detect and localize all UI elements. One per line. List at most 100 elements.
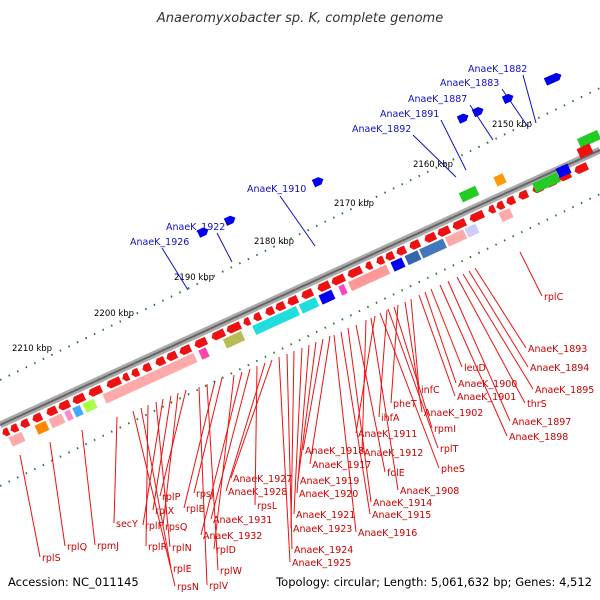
gene-feature-block [555, 163, 572, 178]
reverse-gene-arrow [72, 392, 87, 405]
forward-label-connector [161, 247, 189, 291]
reverse-label-connector [113, 416, 118, 524]
reverse-gene-label: AnaeK_1901 [457, 392, 516, 403]
reverse-gene-arrow [10, 423, 20, 433]
forward-gene-arrow [549, 72, 562, 84]
reverse-label-connector [333, 334, 357, 533]
gene-feature-block [498, 208, 514, 223]
reverse-gene-arrow [424, 231, 438, 243]
accession-text: Accession: NC_011145 [8, 575, 139, 589]
reverse-gene-arrow [452, 218, 468, 230]
reverse-gene-label: AnaeK_1925 [292, 558, 351, 569]
gene-feature-block [82, 398, 98, 413]
reverse-gene-label: AnaeK_1898 [509, 432, 568, 443]
reverse-label-connector [456, 276, 526, 404]
reverse-gene-label: pheT [393, 399, 417, 410]
kbp-tick-label: 2160 kbp [413, 160, 453, 170]
reverse-gene-arrow [122, 372, 131, 382]
reverse-gene-arrow [226, 321, 242, 334]
reverse-gene-label: AnaeK_1914 [373, 498, 432, 509]
forward-gene-arrow [223, 215, 236, 226]
reverse-gene-arrow [275, 300, 287, 312]
reverse-gene-label: AnaeK_1921 [296, 510, 355, 521]
reverse-gene-label: AnaeK_1916 [358, 528, 417, 539]
outer-tick-dots [0, 87, 600, 381]
gene-feature-block [298, 297, 320, 314]
reverse-gene-label: rplF [145, 521, 163, 532]
forward-gene-arrow [456, 113, 469, 124]
reverse-gene-label: rplP [162, 492, 181, 503]
reverse-gene-label: AnaeK_1923 [293, 524, 352, 535]
gene-feature-block [347, 264, 391, 292]
reverse-gene-label: AnaeK_1920 [299, 489, 358, 500]
reverse-gene-label: rpsN [177, 582, 199, 593]
reverse-gene-label: AnaeK_1928 [228, 487, 287, 498]
reverse-label-connector [393, 306, 433, 429]
reverse-gene-arrow [142, 362, 153, 373]
reverse-label-connector [183, 380, 216, 509]
reverse-gene-label: AnaeK_1932 [203, 531, 262, 542]
reverse-label-connector [132, 410, 176, 587]
reverse-gene-arrow [166, 350, 179, 362]
reverse-label-connector [254, 365, 258, 506]
gene-feature-block [318, 289, 336, 305]
reverse-label-connector [293, 347, 303, 515]
reverse-label-connector [206, 383, 219, 571]
reverse-label-connector [309, 335, 331, 465]
reverse-gene-label: AnaeK_1912 [364, 448, 423, 459]
reverse-gene-arrow [301, 288, 315, 300]
reverse-gene-label: rplS [42, 553, 61, 564]
reverse-gene-label: rpsJ [196, 489, 214, 500]
gene-feature-block [458, 185, 480, 203]
reverse-label-connector [200, 371, 243, 536]
reverse-label-connector [378, 309, 388, 418]
gene-feature-block [404, 250, 422, 266]
reverse-gene-arrow [506, 195, 517, 206]
reverse-gene-label: AnaeK_1918 [305, 446, 364, 457]
reverse-gene-label: rplB [186, 504, 205, 515]
reverse-gene-arrow [574, 162, 590, 175]
reverse-gene-label: infC [421, 385, 440, 396]
gene-feature-block [48, 413, 66, 429]
reverse-gene-label: rplX [155, 506, 175, 517]
reverse-label-connector [370, 317, 399, 491]
forward-gene-arrow [471, 107, 484, 118]
reverse-label-connector [198, 386, 208, 586]
forward-gene-arrow [196, 227, 209, 238]
reverse-label-connector [347, 327, 372, 503]
gene-feature-block [419, 238, 447, 259]
reverse-gene-label: rplD [216, 545, 236, 556]
kbp-tick-label: 2180 kbp [254, 237, 294, 247]
reverse-gene-label: rplC [544, 292, 564, 303]
reverse-gene-label: AnaeK_1924 [294, 545, 353, 556]
kbp-tick-label: 2200 kbp [94, 309, 134, 319]
reverse-gene-label: leuD [464, 363, 486, 374]
reverse-gene-label: AnaeK_1893 [528, 344, 587, 355]
reverse-label-connector [225, 362, 266, 492]
reverse-gene-arrow [88, 384, 104, 397]
reverse-gene-label: rplQ [67, 542, 87, 553]
reverse-gene-label: AnaeK_1895 [535, 385, 594, 396]
gene-feature-block [464, 223, 480, 238]
reverse-gene-label: rpmI [434, 424, 456, 435]
forward-label-connector [279, 195, 316, 247]
forward-label-connector [522, 74, 537, 124]
reverse-gene-arrow [131, 367, 141, 378]
kbp-tick-label: 2210 kbp [12, 344, 52, 354]
reverse-label-connector [296, 344, 310, 494]
forward-label-connector [501, 88, 529, 128]
reverse-label-connector [340, 331, 371, 515]
reverse-gene-arrow [253, 311, 263, 322]
gene-feature-block [64, 409, 74, 422]
forward-label-connector [440, 119, 467, 171]
forward-gene-label: AnaeK_1887 [408, 94, 467, 105]
gene-feature-block [390, 257, 406, 272]
gene-feature-block [252, 305, 300, 336]
reverse-label-connector [213, 374, 235, 550]
forward-gene-arrow [311, 177, 324, 188]
reverse-gene-arrow [437, 225, 452, 237]
gene-feature-block [72, 405, 84, 418]
forward-gene-label: AnaeK_1922 [166, 222, 225, 233]
reverse-gene-label: rpsQ [165, 522, 187, 533]
